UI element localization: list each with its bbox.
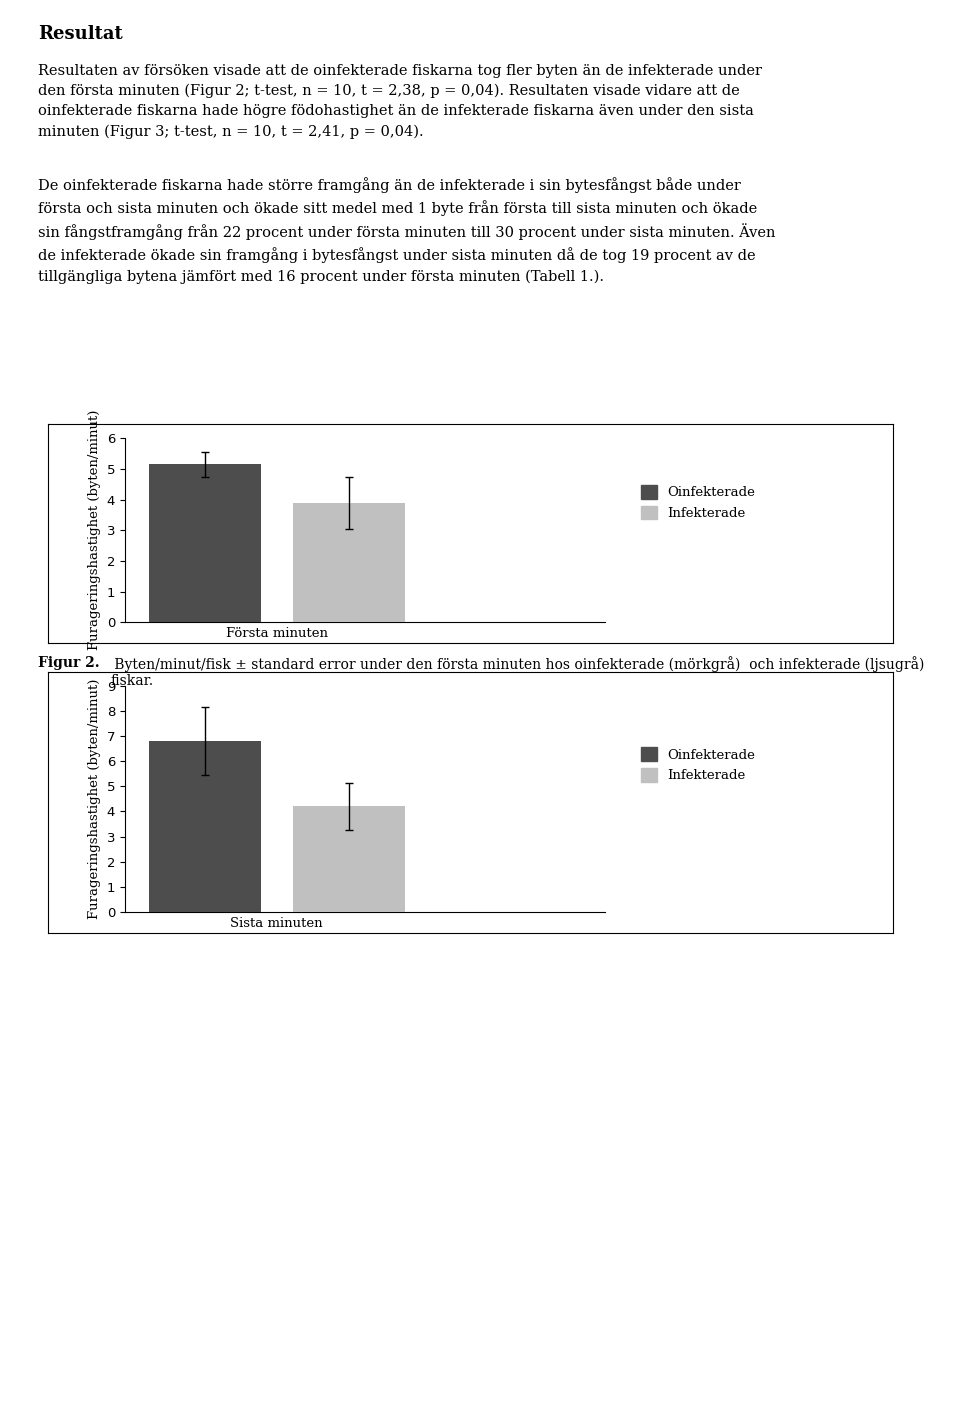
Bar <box>293 502 405 622</box>
Text: Byten/minut/fisk ± standard error under den första minuten hos oinfekterade (mör: Byten/minut/fisk ± standard error under … <box>110 656 924 689</box>
Legend: Oinfekterade, Infekterade: Oinfekterade, Infekterade <box>636 479 760 526</box>
Bar <box>293 806 405 912</box>
Bar <box>149 741 261 912</box>
Text: Resultaten av försöken visade att de oinfekterade fiskarna tog fler byten än de : Resultaten av försöken visade att de oin… <box>38 64 762 139</box>
Y-axis label: Furageringshastighet (byten/minut): Furageringshastighet (byten/minut) <box>88 679 101 919</box>
Y-axis label: Furageringshastighet (byten/minut): Furageringshastighet (byten/minut) <box>88 410 101 650</box>
Bar <box>149 464 261 622</box>
Text: Resultat: Resultat <box>38 25 123 44</box>
Text: De oinfekterade fiskarna hade större framgång än de infekterade i sin bytesfångs: De oinfekterade fiskarna hade större fra… <box>38 177 776 284</box>
Text: Figur 2.: Figur 2. <box>38 656 100 670</box>
Legend: Oinfekterade, Infekterade: Oinfekterade, Infekterade <box>636 742 760 788</box>
